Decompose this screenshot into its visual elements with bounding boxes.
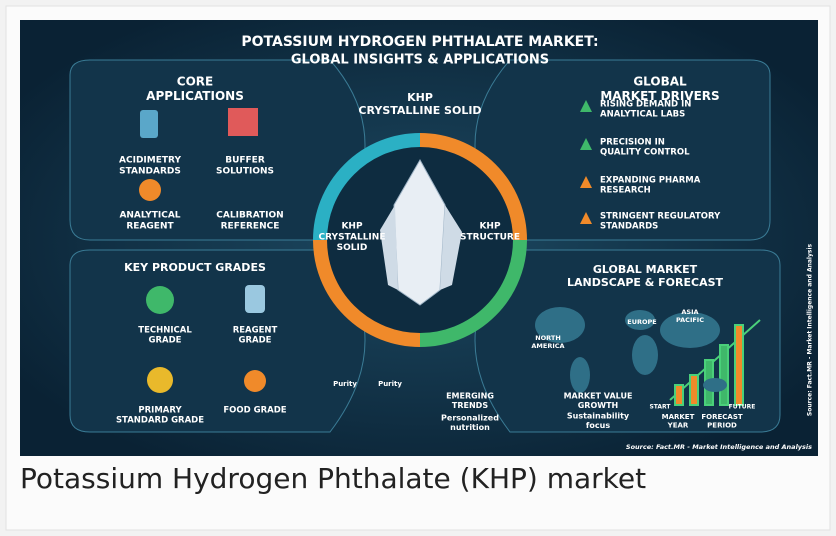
item-label: GRADE (149, 336, 182, 346)
item-label: STRINGENT REGULATORY (600, 212, 721, 222)
axis-label: START (649, 404, 671, 411)
item-label: CALIBRATION (216, 211, 283, 221)
item-label: PRECISION IN (600, 138, 665, 148)
source: Source: Fact.MR - Market Intelligence an… (626, 443, 812, 451)
gauge-label: Purity (378, 380, 402, 388)
axis-label: MARKET (662, 413, 695, 421)
center-label: CRYSTALLINE (319, 232, 386, 242)
item-label: ACIDIMETRY (119, 156, 181, 166)
center-label: KHP (479, 222, 501, 232)
page: POTASSIUM HYDROGEN PHTHALATE MARKET: GLOB… (0, 0, 836, 536)
axis-label: FORECAST (701, 413, 743, 421)
region-label: ASIA (681, 308, 698, 316)
gauge-label: Purity (333, 380, 357, 388)
region-label: EUROPE (627, 318, 656, 326)
infographic: POTASSIUM HYDROGEN PHTHALATE MARKET: GLOB… (0, 0, 836, 536)
item-label: RISING DEMAND IN (600, 100, 691, 110)
region-label: PACIFIC (676, 316, 704, 324)
item-label: ANALYTICAL LABS (600, 110, 685, 120)
note: Personalized (441, 414, 499, 423)
card: POTASSIUM HYDROGEN PHTHALATE MARKET: GLOB… (0, 0, 836, 536)
section-title: GLOBAL (633, 75, 687, 89)
subtitle: GLOBAL INSIGHTS & APPLICATIONS (291, 53, 549, 68)
section-title: CORE (177, 75, 213, 89)
axis-label: PERIOD (707, 421, 737, 429)
axis-label: YEAR (667, 421, 689, 429)
item-label: REFERENCE (221, 221, 280, 231)
section-title: GLOBAL MARKET (593, 263, 698, 276)
item-label: SOLUTIONS (216, 166, 274, 176)
item-label: RESEARCH (600, 186, 651, 196)
section-title: LANDSCAPE & FORECAST (567, 276, 724, 289)
center-label: CRYSTALLINE SOLID (358, 104, 481, 117)
item-label: QUALITY CONTROL (600, 148, 690, 158)
note: nutrition (450, 423, 490, 432)
section-title: TRENDS (452, 401, 488, 410)
item-label: PRIMARY (138, 406, 182, 416)
item-label: REAGENT (233, 326, 278, 336)
item-label: FOOD GRADE (223, 406, 286, 416)
title: POTASSIUM HYDROGEN PHTHALATE MARKET: (241, 34, 598, 50)
center-label: SOLID (337, 243, 368, 253)
item-label: GRADE (239, 336, 272, 346)
center-label: KHP (407, 91, 433, 104)
note: Sustainability (567, 412, 630, 421)
side-source: Source: Fact.MR - Market Intelligence an… (807, 243, 814, 416)
item-label: MARKET VALUE (564, 392, 633, 401)
item-label: STANDARDS (600, 222, 658, 232)
item-label: STANDARD GRADE (116, 416, 204, 426)
center-label: KHP (341, 222, 363, 232)
caption: Potassium Hydrogen Phthalate (KHP) marke… (20, 462, 646, 495)
item-label: GROWTH (578, 401, 619, 410)
region-label: AMERICA (531, 342, 564, 350)
section-title: APPLICATIONS (146, 89, 244, 103)
section-title: EMERGING (446, 392, 494, 401)
region-label: NORTH (535, 334, 561, 342)
axis-label: FUTURE (729, 404, 756, 411)
item-label: STANDARDS (119, 166, 181, 176)
note: focus (586, 421, 610, 430)
item-label: EXPANDING PHARMA (600, 176, 701, 186)
item-label: TECHNICAL (138, 326, 192, 336)
center-label: STRUCTURE (460, 232, 520, 242)
item-label: ANALYTICAL (119, 211, 180, 221)
item-label: BUFFER (225, 156, 265, 166)
item-label: REAGENT (126, 221, 174, 231)
section-title: KEY PRODUCT GRADES (124, 261, 266, 274)
